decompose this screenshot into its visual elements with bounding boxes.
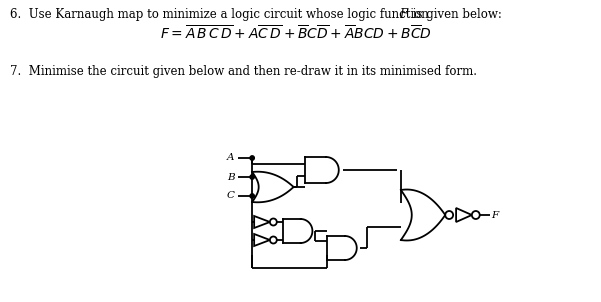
Text: is given below:: is given below:: [409, 8, 502, 21]
Text: A: A: [227, 153, 234, 162]
Circle shape: [472, 211, 480, 219]
Text: $F = \overline{A}\,\overline{B}\,\overline{C}\,\overline{D} + A\overline{C}\,\ov: $F = \overline{A}\,\overline{B}\,\overli…: [160, 24, 432, 42]
Text: 7.  Minimise the circuit given below and then re-draw it in its minimised form.: 7. Minimise the circuit given below and …: [10, 65, 477, 78]
Circle shape: [250, 175, 254, 179]
Circle shape: [270, 236, 277, 243]
Text: 6.  Use Karnaugh map to minimize a logic circuit whose logic function: 6. Use Karnaugh map to minimize a logic …: [10, 8, 432, 21]
Text: F: F: [492, 210, 499, 220]
Circle shape: [270, 219, 277, 226]
Text: F: F: [399, 8, 407, 21]
Text: B: B: [227, 172, 234, 182]
Circle shape: [250, 156, 254, 160]
Circle shape: [445, 211, 453, 219]
Circle shape: [250, 194, 254, 198]
Text: C: C: [227, 191, 234, 201]
